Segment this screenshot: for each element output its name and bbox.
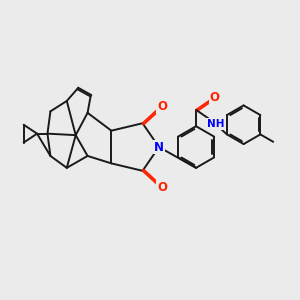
Text: NH: NH (207, 119, 224, 129)
Text: O: O (157, 100, 167, 113)
Text: O: O (157, 181, 167, 194)
Text: N: N (154, 140, 164, 154)
Text: O: O (210, 91, 220, 103)
